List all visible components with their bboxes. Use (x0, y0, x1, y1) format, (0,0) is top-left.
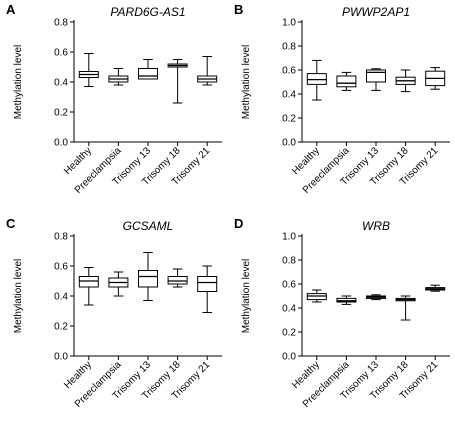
y-tick-label: 0.6 (54, 262, 68, 273)
box-iqr (138, 270, 158, 288)
panel-letter: C (6, 216, 16, 231)
y-tick-label: 0.6 (54, 48, 68, 59)
box-trisomy-13 (366, 294, 386, 301)
y-tick-label: 0.2 (282, 114, 296, 125)
box-trisomy-18 (167, 59, 188, 104)
box-trisomy-18 (395, 295, 416, 321)
box-healthy (306, 59, 327, 101)
chart-title: WRB (362, 219, 390, 233)
box-trisomy-13 (138, 252, 158, 301)
box-healthy (78, 53, 99, 87)
y-tick-label: 0.4 (54, 78, 68, 89)
panel-d: D WRB Methylation level 0.0 0.2 0.4 0.6 0.8 1.0 H… (228, 214, 455, 427)
panel-letter: B (234, 2, 243, 17)
box-healthy (306, 289, 327, 303)
chart-title: PARD6G-AS1 (110, 5, 185, 19)
box-trisomy-21 (197, 56, 218, 86)
box-iqr (138, 68, 158, 80)
y-axis-label: Methylation level (241, 259, 252, 333)
y-tick-label: 0.8 (54, 232, 68, 243)
y-tick-label: 0.0 (54, 352, 68, 363)
panel-b: B PWWP2AP1 Methylation level 0.0 0.2 0.4 0.6 0.… (228, 0, 455, 213)
panel-c: C GCSAML Methylation level 0.0 0.2 0.4 0.6 0.8 H… (0, 214, 227, 427)
y-tick-label: 0.0 (282, 138, 296, 149)
y-tick-label: 0.4 (282, 304, 296, 315)
panel-a: A PARD6G-AS1 Methylation level 0.0 0.2 0.4 0.6… (0, 0, 227, 213)
box-trisomy-13 (366, 68, 386, 91)
y-tick-label: 0.8 (54, 18, 68, 29)
box-iqr (197, 276, 218, 292)
y-axis-label: Methylation level (241, 45, 252, 119)
box-healthy (78, 267, 99, 306)
y-tick-label: 0.0 (282, 352, 296, 363)
y-axis-label: Methylation level (13, 259, 24, 333)
y-tick-label: 0.2 (282, 328, 296, 339)
box-iqr (336, 75, 357, 88)
box-iqr (78, 276, 99, 288)
box-preeclampsia (108, 68, 129, 86)
y-tick-label: 0.8 (282, 42, 296, 53)
y-tick-label: 0.6 (282, 280, 296, 291)
box-trisomy-18 (167, 268, 188, 288)
box-preeclampsia (336, 295, 357, 305)
y-tick-label: 0.0 (54, 138, 68, 149)
y-tick-label: 1.0 (282, 232, 296, 243)
y-tick-label: 0.4 (54, 292, 68, 303)
y-tick-label: 0.8 (282, 256, 296, 267)
panel-letter: D (234, 216, 243, 231)
panel-letter: A (6, 2, 16, 17)
box-preeclampsia (108, 271, 129, 297)
y-tick-label: 0.6 (282, 66, 296, 77)
y-tick-label: 0.2 (54, 108, 68, 119)
chart-svg: B PWWP2AP1 Methylation level 0.0 0.2 0.4 0.6 0.… (234, 2, 450, 196)
box-trisomy-13 (138, 59, 158, 80)
chart-title: PWWP2AP1 (342, 5, 410, 19)
y-tick-label: 1.0 (282, 18, 296, 29)
box-trisomy-21 (197, 265, 218, 313)
box-iqr (167, 276, 188, 285)
box-trisomy-21 (425, 284, 446, 292)
chart-title: GCSAML (123, 219, 174, 233)
y-axis-label: Methylation level (13, 45, 24, 119)
box-preeclampsia (336, 71, 357, 91)
y-tick-label: 0.2 (54, 322, 68, 333)
box-trisomy-21 (425, 67, 446, 90)
box-trisomy-18 (395, 69, 416, 93)
chart-svg: A PARD6G-AS1 Methylation level 0.0 0.2 0.4 0.6… (6, 2, 222, 196)
y-tick-label: 0.4 (282, 90, 296, 101)
